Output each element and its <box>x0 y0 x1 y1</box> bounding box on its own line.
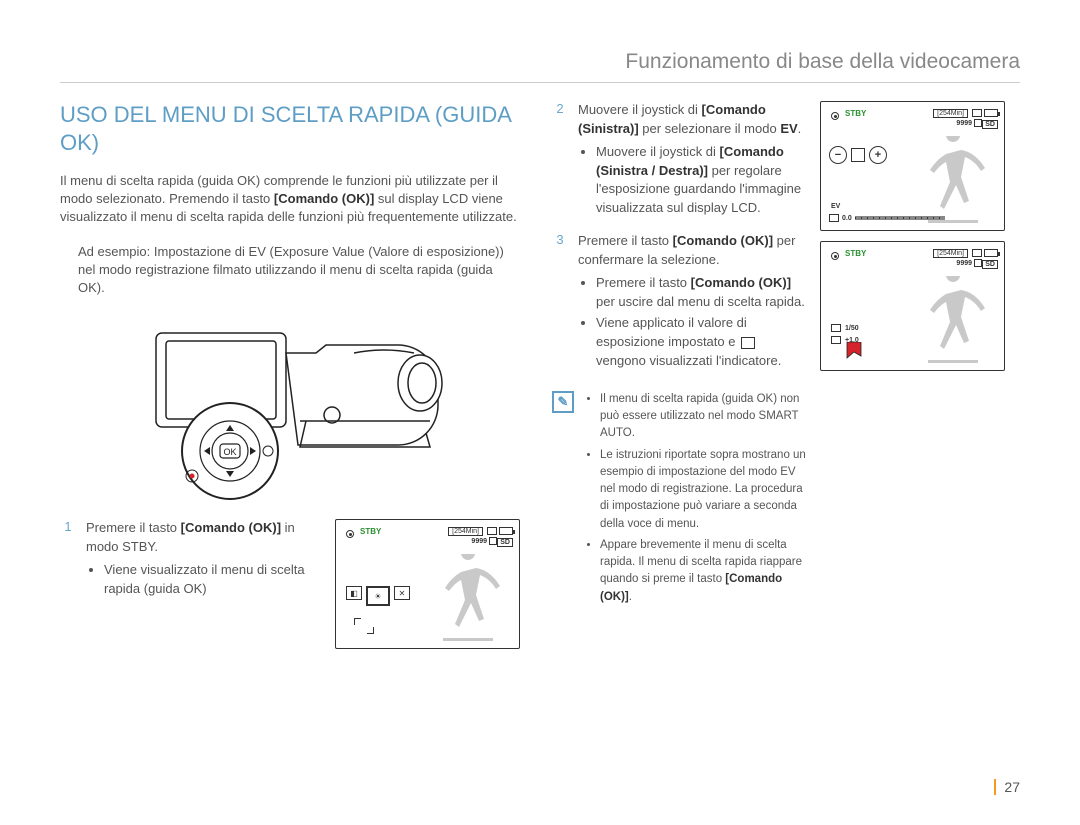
lcd-preview-3: STBY [254Min] 9999 SD 1/50 +1.0 <box>820 241 1005 371</box>
note-icon: ✎ <box>552 391 574 413</box>
sd-label: SD <box>982 260 998 269</box>
step-3: 3 Premere il tasto [Comando (OK)] per co… <box>552 232 806 375</box>
section-title: USO DEL MENU DI SCELTA RAPIDA (GUIDA OK) <box>60 101 520 156</box>
ev-plus-icon: + <box>869 146 887 164</box>
sd-box-icon <box>974 119 982 127</box>
ev-label: EV <box>831 203 840 210</box>
photo-count: 9999 <box>471 538 487 545</box>
stby-label: STBY <box>360 527 381 536</box>
scene-icon: ☀ <box>366 586 390 606</box>
sd-label: SD <box>982 120 998 129</box>
step-2-text: Muovere il joystick di <box>578 102 702 117</box>
step-2: 2 Muovere il joystick di [Comando (Sinis… <box>552 101 806 222</box>
sd-box-icon <box>974 259 982 267</box>
battery-icon <box>499 527 513 535</box>
shutter-icon <box>831 324 841 332</box>
stby-label: STBY <box>845 109 866 118</box>
step-1-text: Premere il tasto <box>86 520 181 535</box>
step-1-bold: [Comando (OK)] <box>181 520 281 535</box>
step-3-text: Premere il tasto <box>578 233 673 248</box>
card-icon <box>972 109 982 117</box>
intro-bold: [Comando (OK)] <box>274 191 374 206</box>
chapter-header: Funzionamento di base della videocamera <box>60 50 1020 83</box>
card-icon <box>487 527 497 535</box>
focus-icon: ✕ <box>394 586 410 600</box>
skater-silhouette <box>918 276 988 366</box>
step-2-after-1: per selezionare il modo <box>639 121 781 136</box>
camcorder-illustration: OK <box>100 311 480 501</box>
note-block: ✎ Il menu di scelta rapida (guida OK) no… <box>552 391 806 610</box>
ev-display-icon <box>851 148 865 162</box>
time-remaining: [254Min] <box>448 527 483 536</box>
lcd-preview-1: STBY [254Min] 9999 SD ◧ ☀ ✕ <box>335 519 520 649</box>
time-remaining: [254Min] <box>933 249 968 258</box>
svg-text:OK: OK <box>223 447 236 457</box>
lcd-preview-2: STBY [254Min] 9999 SD − + EV 0.0 <box>820 101 1005 231</box>
skater-silhouette <box>918 136 988 226</box>
step-1: 1 Premere il tasto [Comando (OK)] in mod… <box>60 519 321 602</box>
page-number: 27 <box>994 779 1020 795</box>
record-dot-icon <box>346 530 354 538</box>
quick-menu-icons: ◧ ☀ ✕ <box>346 586 410 606</box>
note-3: Appare brevemente il menu di scelta rapi… <box>600 537 806 606</box>
note-2: Le istruzioni riportate sopra mostrano u… <box>600 447 806 533</box>
record-dot-icon <box>831 112 839 120</box>
ev-indicator-icon <box>741 337 755 349</box>
focus-brackets-icon <box>354 618 374 634</box>
shutter-line: 1/50 <box>831 324 859 332</box>
photo-count: 9999 <box>956 260 972 267</box>
step-3-bullet-1: Premere il tasto [Comando (OK)] per usci… <box>596 274 806 312</box>
intro-paragraph: Il menu di scelta rapida (guida OK) comp… <box>60 172 520 227</box>
note-1: Il menu di scelta rapida (guida OK) non … <box>600 391 806 443</box>
card-icon <box>972 249 982 257</box>
ev-small-icon <box>829 214 839 222</box>
battery-icon <box>984 249 998 257</box>
record-dot-icon <box>831 252 839 260</box>
ev-square-icon: ◧ <box>346 586 362 600</box>
step-3-bullet-2: Viene applicato il valore di esposizione… <box>596 314 806 371</box>
ev-small-icon <box>831 336 841 344</box>
example-paragraph: Ad esempio: Impostazione di EV (Exposure… <box>78 243 520 298</box>
battery-icon <box>984 109 998 117</box>
sd-box-icon <box>489 537 497 545</box>
step-3-bold: [Comando (OK)] <box>673 233 773 248</box>
step-2-after-2: . <box>798 121 802 136</box>
ev-minus-icon: − <box>829 146 847 164</box>
skater-silhouette <box>433 554 503 644</box>
step-3-number: 3 <box>552 232 568 375</box>
step-1-bullet: Viene visualizzato il menu di scelta rap… <box>104 561 321 599</box>
stby-label: STBY <box>845 249 866 258</box>
step-2-bold-2: EV <box>780 121 797 136</box>
red-marker-icon <box>843 342 865 366</box>
step-2-bullet: Muovere il joystick di [Comando (Sinistr… <box>596 143 806 218</box>
step-2-number: 2 <box>552 101 568 222</box>
photo-count: 9999 <box>956 120 972 127</box>
sd-label: SD <box>497 538 513 547</box>
step-1-number: 1 <box>60 519 76 602</box>
time-remaining: [254Min] <box>933 109 968 118</box>
